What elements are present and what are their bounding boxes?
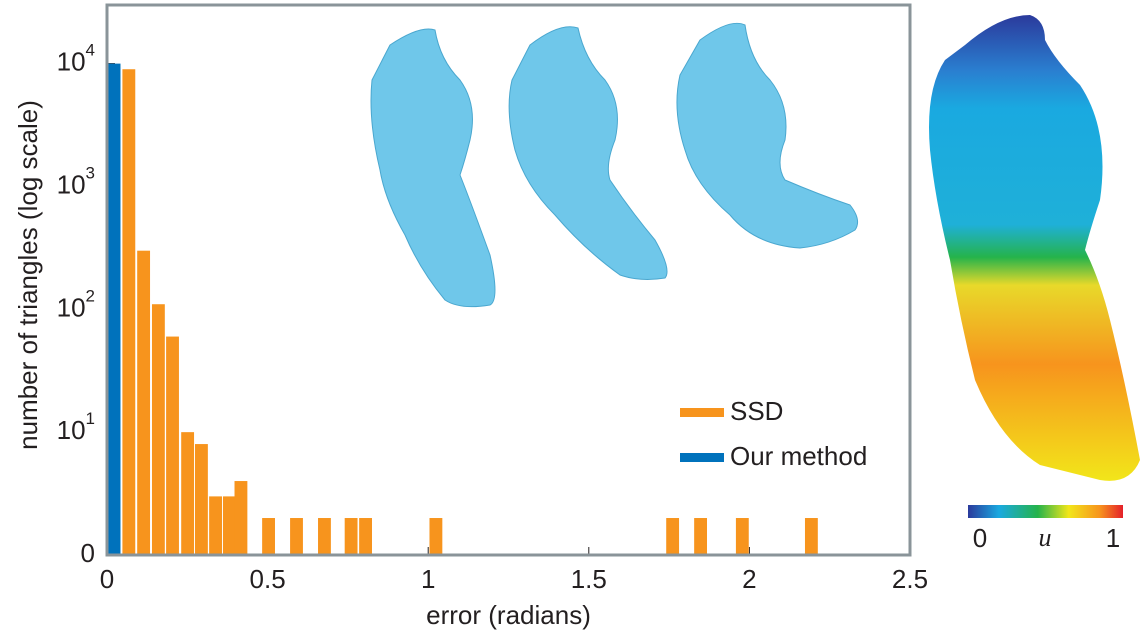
bar bbox=[209, 496, 222, 555]
x-tick-label: 1 bbox=[421, 564, 435, 594]
bar bbox=[166, 337, 179, 555]
arm-2 bbox=[509, 27, 667, 280]
legend-swatch bbox=[680, 453, 724, 462]
plot-frame bbox=[107, 5, 910, 555]
colorbar bbox=[968, 505, 1123, 518]
colorbar-max: 1 bbox=[1106, 523, 1120, 553]
bar bbox=[736, 518, 749, 555]
x-tick-label: 0.5 bbox=[250, 564, 286, 594]
x-tick-label: 2 bbox=[742, 564, 756, 594]
y-tick-label: 101 bbox=[57, 410, 95, 445]
x-tick-label: 1.5 bbox=[571, 564, 607, 594]
bar bbox=[805, 518, 818, 555]
y-tick-exponent: 1 bbox=[86, 410, 95, 429]
y-tick-base: 10 bbox=[57, 292, 86, 322]
bar bbox=[195, 444, 208, 555]
bar bbox=[694, 518, 707, 555]
y-tick-label: 0 bbox=[81, 538, 95, 568]
y-tick-label: 104 bbox=[57, 41, 95, 76]
bar bbox=[152, 304, 165, 555]
bar bbox=[122, 69, 135, 555]
y-tick-label: 103 bbox=[57, 164, 95, 199]
y-tick-exponent: 4 bbox=[86, 41, 95, 60]
bar bbox=[429, 518, 442, 555]
y-tick-base: 0 bbox=[81, 538, 95, 568]
bar bbox=[137, 251, 150, 555]
bar bbox=[223, 496, 236, 555]
x-axis-label: error (radians) bbox=[426, 600, 591, 630]
y-tick-base: 10 bbox=[57, 169, 86, 199]
arm-colored bbox=[929, 15, 1140, 481]
x-tick-label: 2.5 bbox=[892, 564, 928, 594]
bar bbox=[318, 518, 331, 555]
y-tick-base: 10 bbox=[57, 46, 86, 76]
legend-label: Our method bbox=[730, 441, 867, 471]
arm-1 bbox=[371, 29, 495, 307]
bar bbox=[345, 518, 358, 555]
x-tick-label: 0 bbox=[100, 564, 114, 594]
y-tick-label: 102 bbox=[57, 287, 95, 322]
bar bbox=[235, 481, 248, 555]
y-tick-exponent: 2 bbox=[86, 287, 95, 306]
arm-3 bbox=[677, 23, 858, 248]
legend-swatch bbox=[680, 408, 724, 417]
y-tick-base: 10 bbox=[57, 415, 86, 445]
colorbar-min: 0 bbox=[973, 523, 987, 553]
bar bbox=[181, 432, 194, 555]
bar bbox=[666, 518, 679, 555]
colorbar-var: u bbox=[1039, 523, 1052, 552]
chart: 00.511.522.50101102103104SSDOur methoder… bbox=[0, 0, 1140, 638]
bar bbox=[108, 64, 121, 555]
y-axis-label: number of triangles (log scale) bbox=[13, 100, 43, 450]
legend-label: SSD bbox=[730, 396, 783, 426]
y-tick-exponent: 3 bbox=[86, 164, 95, 183]
bar bbox=[262, 518, 275, 555]
bar bbox=[359, 518, 372, 555]
bar bbox=[290, 518, 303, 555]
